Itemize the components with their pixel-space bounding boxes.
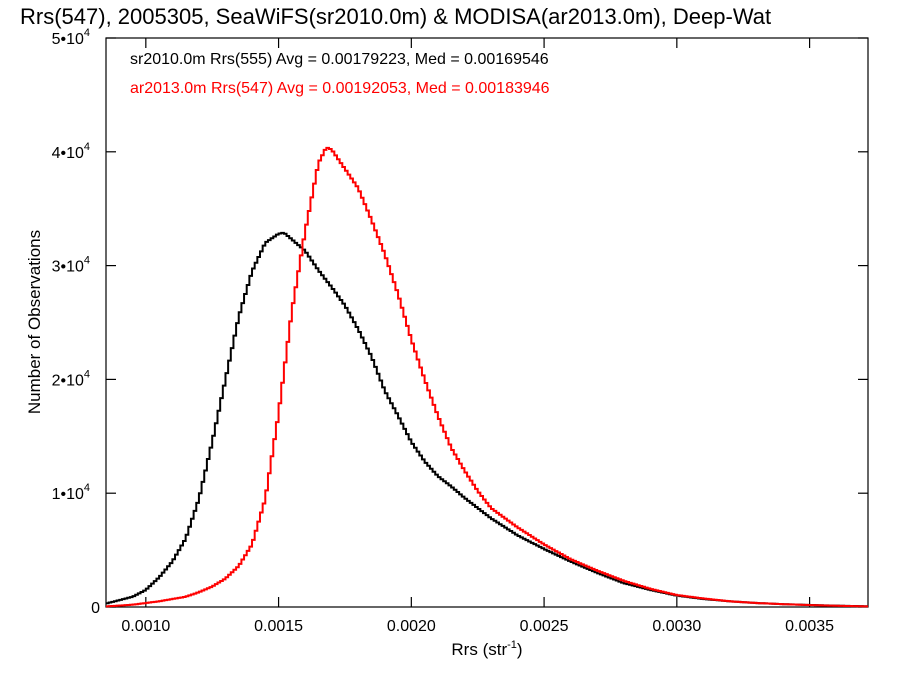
y-tick-label: 0: [91, 600, 100, 617]
plot-frame: [105, 37, 869, 608]
x-tick-label: 0.0015: [254, 618, 303, 635]
y-tick-label: 2•104: [52, 368, 90, 389]
chart-title: Rrs(547), 2005305, SeaWiFS(sr2010.0m) & …: [20, 4, 771, 29]
x-axis-label-main: Rrs (str: [451, 640, 507, 659]
y-axis-label: Number of Observations: [25, 230, 44, 414]
x-tick-label: 0.0025: [520, 618, 569, 635]
series-layer: [106, 146, 868, 608]
x-axis: 0.0010 0.0015 0.0020 0.0025 0.0030 0.0035: [121, 38, 834, 635]
x-axis-label: Rrs (str-1): [451, 639, 522, 659]
x-axis-label-superscript: -1: [507, 639, 517, 651]
y-tick-label: 3•104: [52, 255, 90, 276]
y-tick-label: 4•104: [52, 141, 90, 162]
x-axis-label-close: ): [517, 640, 523, 659]
y-axis: 0 1•104 2•104 3•104 4•104 5•104: [52, 27, 868, 617]
legend-entry-red: ar2013.0m Rrs(547) Avg = 0.00192053, Med…: [130, 80, 550, 97]
x-tick-label: 0.0030: [652, 618, 701, 635]
x-tick-label: 0.0035: [785, 618, 834, 635]
legend-entry-black: sr2010.0m Rrs(555) Avg = 0.00179223, Med…: [130, 51, 549, 68]
x-tick-label: 0.0020: [387, 618, 436, 635]
series-black-histogram: [106, 231, 868, 608]
y-tick-label: 5•104: [52, 27, 90, 48]
x-tick-label: 0.0010: [121, 618, 170, 635]
series-red-histogram: [106, 146, 868, 608]
y-tick-label: 1•104: [52, 482, 90, 503]
